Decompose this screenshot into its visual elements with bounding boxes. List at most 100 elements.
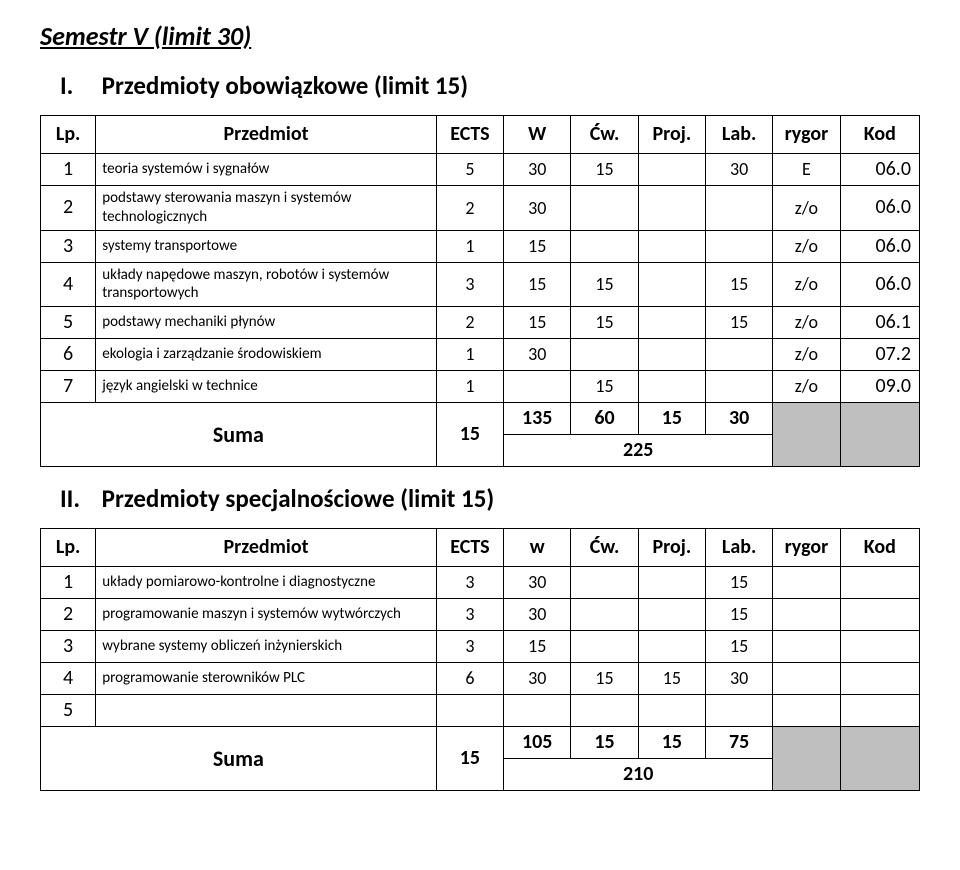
summary-row-1: Suma 15 105 15 15 75 bbox=[41, 727, 920, 759]
cell-name: programowanie maszyn i systemów wytwórcz… bbox=[96, 599, 437, 631]
cell-rygor bbox=[773, 631, 840, 663]
cell-lp: 7 bbox=[41, 371, 96, 403]
cell-cw bbox=[571, 567, 638, 599]
cell-lab bbox=[705, 695, 772, 727]
cell-name: ekologia i zarządzanie środowiskiem bbox=[96, 339, 437, 371]
grey-cell bbox=[840, 727, 919, 791]
cell-proj bbox=[638, 339, 705, 371]
table-row: 4 programowanie sterowników PLC 6 30 15 … bbox=[41, 663, 920, 695]
cell-rygor: z/o bbox=[773, 262, 840, 307]
cell-w: 15 bbox=[504, 631, 571, 663]
col-name: Przedmiot bbox=[96, 116, 437, 154]
table-row: 7 język angielski w technice 1 15 z/o 09… bbox=[41, 371, 920, 403]
col-cw: Ćw. bbox=[571, 116, 638, 154]
cell-proj bbox=[638, 371, 705, 403]
cell-lab bbox=[705, 371, 772, 403]
grey-cell bbox=[840, 403, 919, 467]
cell-lab: 15 bbox=[705, 567, 772, 599]
cell-lp: 3 bbox=[41, 631, 96, 663]
cell-name: systemy transportowe bbox=[96, 230, 437, 262]
cell-ects: 2 bbox=[436, 307, 503, 339]
table-1: Lp. Przedmiot ECTS W Ćw. Proj. Lab. rygo… bbox=[40, 115, 920, 467]
cell-ects: 1 bbox=[436, 371, 503, 403]
table-row: 2 podstawy sterowania maszyn i systemów … bbox=[41, 186, 920, 231]
col-rygor: rygor bbox=[773, 529, 840, 567]
cell-ects: 6 bbox=[436, 663, 503, 695]
cell-ects bbox=[436, 695, 503, 727]
section-1-heading-text: Przedmioty obowiązkowe (limit 15) bbox=[102, 70, 468, 101]
cell-proj bbox=[638, 307, 705, 339]
cell-w: 30 bbox=[504, 567, 571, 599]
cell-rygor: z/o bbox=[773, 339, 840, 371]
cell-lab: 15 bbox=[705, 599, 772, 631]
cell-rygor: E bbox=[773, 154, 840, 186]
cell-proj bbox=[638, 230, 705, 262]
cell-proj bbox=[638, 695, 705, 727]
cell-w: 15 bbox=[504, 307, 571, 339]
cell-rygor: z/o bbox=[773, 371, 840, 403]
subtotal-lab: 30 bbox=[705, 403, 772, 435]
col-rygor: rygor bbox=[773, 116, 840, 154]
cell-lab: 30 bbox=[705, 154, 772, 186]
cell-w: 30 bbox=[504, 599, 571, 631]
cell-cw bbox=[571, 230, 638, 262]
cell-cw bbox=[571, 339, 638, 371]
cell-proj bbox=[638, 186, 705, 231]
grey-cell bbox=[773, 727, 840, 791]
cell-rygor: z/o bbox=[773, 186, 840, 231]
table-row: 5 bbox=[41, 695, 920, 727]
cell-cw bbox=[571, 186, 638, 231]
table-row: 2 programowanie maszyn i systemów wytwór… bbox=[41, 599, 920, 631]
cell-name: układy napędowe maszyn, robotów i system… bbox=[96, 262, 437, 307]
cell-kod bbox=[840, 567, 919, 599]
col-cw: Ćw. bbox=[571, 529, 638, 567]
cell-kod: 09.0 bbox=[840, 371, 919, 403]
cell-rygor bbox=[773, 663, 840, 695]
cell-lab: 15 bbox=[705, 262, 772, 307]
col-proj: Proj. bbox=[638, 116, 705, 154]
cell-w: 15 bbox=[504, 230, 571, 262]
col-w: W bbox=[504, 116, 571, 154]
cell-lp: 4 bbox=[41, 663, 96, 695]
suma-label: Suma bbox=[41, 403, 437, 467]
table-row: 3 wybrane systemy obliczeń inżynierskich… bbox=[41, 631, 920, 663]
cell-w: 30 bbox=[504, 339, 571, 371]
cell-name: programowanie sterowników PLC bbox=[96, 663, 437, 695]
cell-name: układy pomiarowo-kontrolne i diagnostycz… bbox=[96, 567, 437, 599]
cell-proj bbox=[638, 631, 705, 663]
cell-proj: 15 bbox=[638, 663, 705, 695]
subtotal-w: 105 bbox=[504, 727, 571, 759]
cell-ects: 3 bbox=[436, 599, 503, 631]
cell-kod: 06.0 bbox=[840, 230, 919, 262]
cell-ects: 5 bbox=[436, 154, 503, 186]
cell-name: podstawy mechaniki płynów bbox=[96, 307, 437, 339]
col-lp: Lp. bbox=[41, 529, 96, 567]
grey-cell bbox=[773, 403, 840, 467]
summary-row-1: Suma 15 135 60 15 30 bbox=[41, 403, 920, 435]
suma-label: Suma bbox=[41, 727, 437, 791]
cell-cw: 15 bbox=[571, 262, 638, 307]
cell-lab: 15 bbox=[705, 307, 772, 339]
cell-kod bbox=[840, 663, 919, 695]
col-ects: ECTS bbox=[436, 116, 503, 154]
cell-proj bbox=[638, 262, 705, 307]
cell-lp: 1 bbox=[41, 154, 96, 186]
table-row: 3 systemy transportowe 1 15 z/o 06.0 bbox=[41, 230, 920, 262]
cell-lab bbox=[705, 186, 772, 231]
cell-name bbox=[96, 695, 437, 727]
cell-name: język angielski w technice bbox=[96, 371, 437, 403]
table-row: 4 układy napędowe maszyn, robotów i syst… bbox=[41, 262, 920, 307]
col-lp: Lp. bbox=[41, 116, 96, 154]
cell-kod: 07.2 bbox=[840, 339, 919, 371]
col-proj: Proj. bbox=[638, 529, 705, 567]
cell-kod bbox=[840, 631, 919, 663]
cell-lp: 5 bbox=[41, 695, 96, 727]
subtotal-w: 135 bbox=[504, 403, 571, 435]
section-1-roman: I. bbox=[60, 70, 96, 101]
col-kod: Kod bbox=[840, 116, 919, 154]
section-1-heading: I. Przedmioty obowiązkowe (limit 15) bbox=[60, 70, 920, 101]
cell-w: 30 bbox=[504, 154, 571, 186]
subtotal-proj: 15 bbox=[638, 403, 705, 435]
cell-ects: 2 bbox=[436, 186, 503, 231]
subtotal-lab: 75 bbox=[705, 727, 772, 759]
